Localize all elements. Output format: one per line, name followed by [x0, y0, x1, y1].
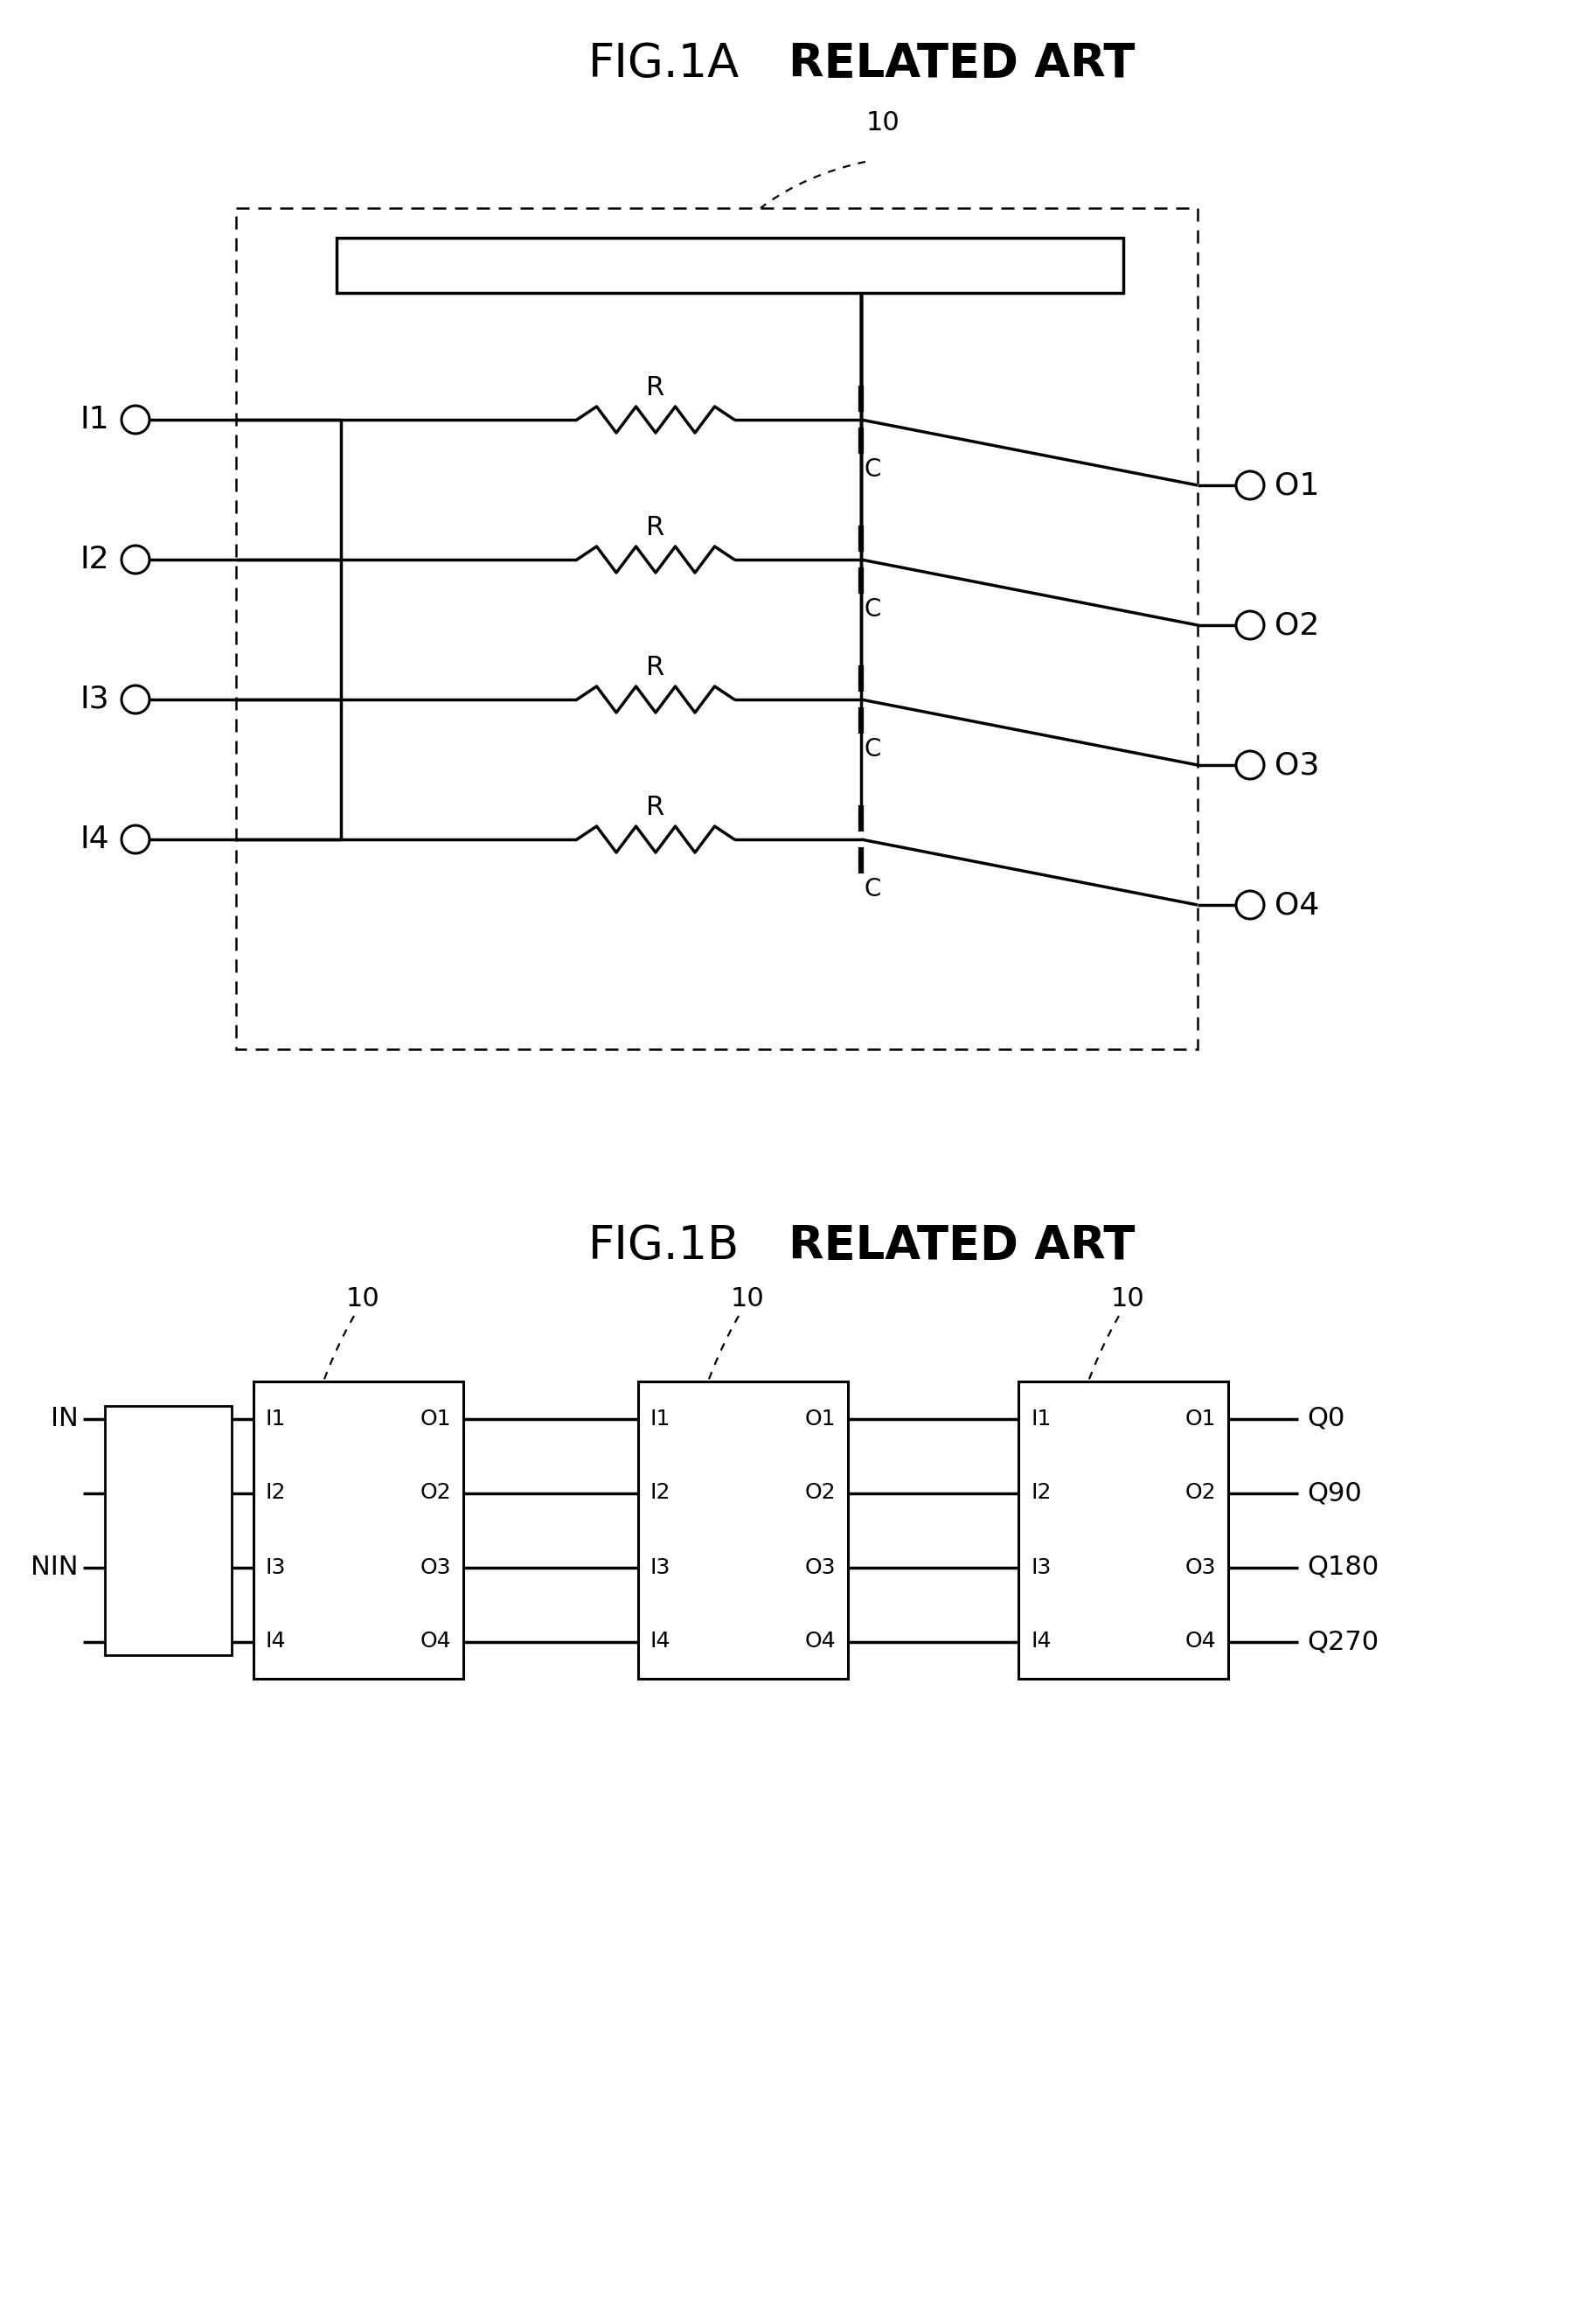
Text: I3: I3	[650, 1557, 670, 1578]
Bar	[637, 1380, 848, 1678]
Text: C: C	[864, 876, 881, 902]
Text: C: C	[864, 597, 881, 621]
Text: I4: I4	[80, 825, 110, 855]
Text: R: R	[647, 516, 666, 541]
Text: RELATED ART: RELATED ART	[788, 1222, 1135, 1269]
Text: I3: I3	[265, 1557, 286, 1578]
Text: O3: O3	[421, 1557, 451, 1578]
Text: O4: O4	[804, 1631, 835, 1652]
Text: I1: I1	[80, 404, 110, 435]
Text: FIG.1B: FIG.1B	[589, 1222, 739, 1269]
Bar	[1019, 1380, 1228, 1678]
Bar	[336, 237, 1123, 293]
Text: I4: I4	[1030, 1631, 1052, 1652]
Bar	[253, 1380, 463, 1678]
Text: IN: IN	[50, 1406, 79, 1432]
Text: O1: O1	[805, 1408, 835, 1429]
Text: Q0: Q0	[1306, 1406, 1345, 1432]
Text: I1: I1	[1030, 1408, 1050, 1429]
Text: 10: 10	[345, 1285, 380, 1311]
Text: FIG.1A: FIG.1A	[589, 42, 739, 86]
Text: O4: O4	[1275, 890, 1319, 920]
Text: 10: 10	[730, 1285, 765, 1311]
Text: I3: I3	[80, 686, 110, 713]
Text: O3: O3	[805, 1557, 835, 1578]
Text: I3: I3	[1030, 1557, 1050, 1578]
Text: RELATED ART: RELATED ART	[788, 42, 1135, 86]
Text: O1: O1	[1275, 469, 1319, 500]
Text: C: C	[864, 737, 881, 762]
Text: Q270: Q270	[1306, 1629, 1378, 1655]
Text: O2: O2	[419, 1483, 451, 1504]
Text: 10: 10	[1110, 1285, 1145, 1311]
Text: I1: I1	[650, 1408, 670, 1429]
Text: I2: I2	[1030, 1483, 1052, 1504]
Text: Q90: Q90	[1306, 1480, 1361, 1506]
Text: I2: I2	[265, 1483, 286, 1504]
Text: NIN: NIN	[31, 1555, 79, 1580]
Text: Q180: Q180	[1306, 1555, 1378, 1580]
Text: I4: I4	[265, 1631, 286, 1652]
Text: O3: O3	[1185, 1557, 1215, 1578]
Text: I2: I2	[80, 544, 110, 574]
Text: R: R	[647, 655, 666, 681]
Text: O4: O4	[1185, 1631, 1215, 1652]
Text: R: R	[647, 795, 666, 820]
Text: I2: I2	[650, 1483, 670, 1504]
Text: O1: O1	[421, 1408, 451, 1429]
Text: I4: I4	[650, 1631, 670, 1652]
Text: R: R	[647, 374, 666, 400]
Text: C: C	[864, 458, 881, 481]
Bar	[235, 209, 1198, 1048]
Text: O1: O1	[1185, 1408, 1215, 1429]
Text: O2: O2	[1275, 611, 1319, 639]
Bar	[105, 1406, 232, 1655]
Text: O4: O4	[419, 1631, 451, 1652]
Text: I1: I1	[265, 1408, 286, 1429]
Text: O2: O2	[1185, 1483, 1215, 1504]
Text: 10: 10	[867, 109, 900, 135]
Text: O2: O2	[804, 1483, 835, 1504]
Text: O3: O3	[1275, 751, 1319, 781]
